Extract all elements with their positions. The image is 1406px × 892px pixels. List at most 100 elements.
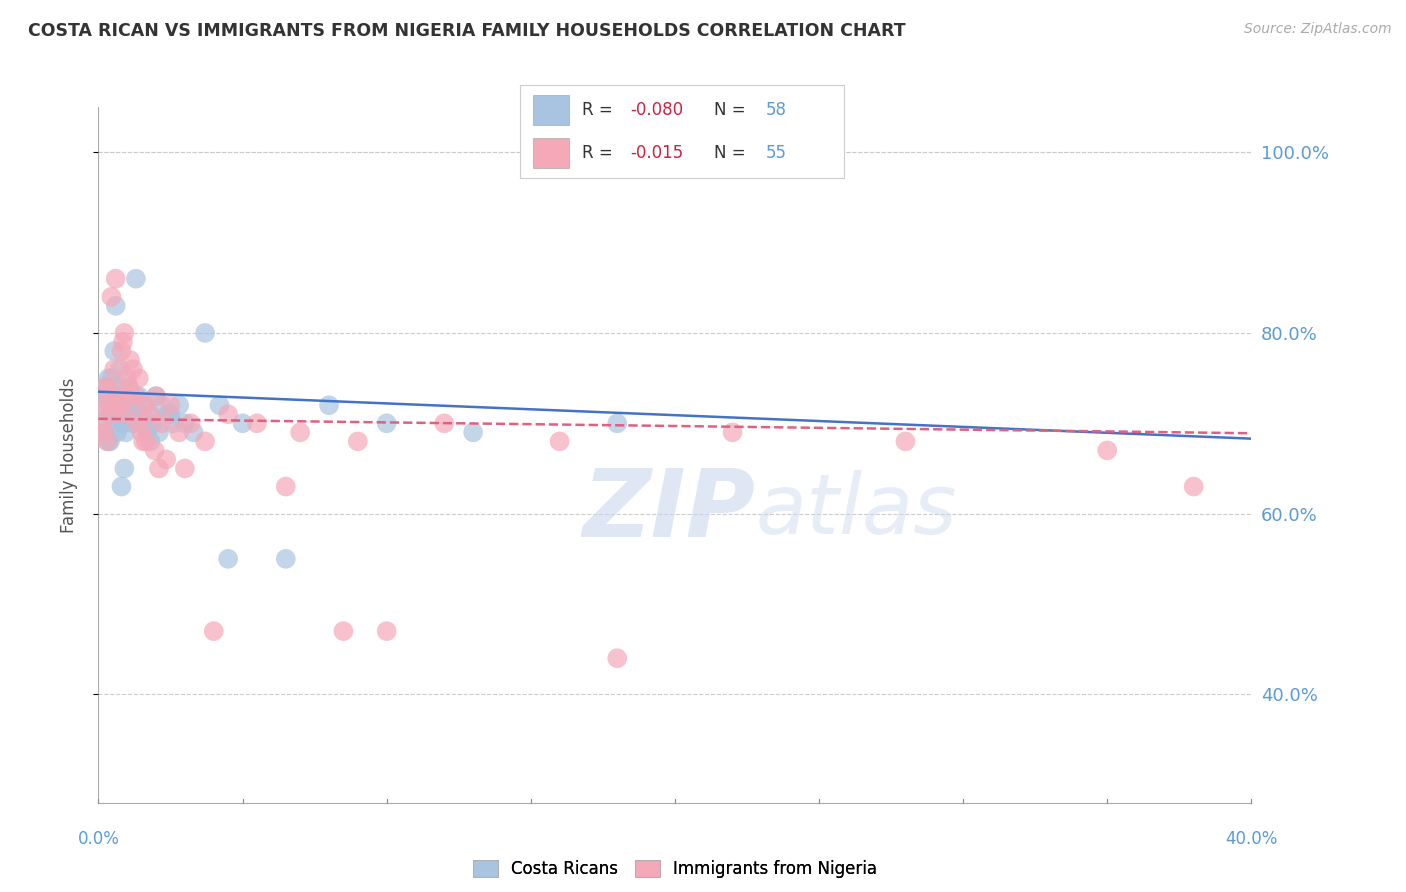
Text: -0.080: -0.080 bbox=[630, 101, 683, 119]
Point bbox=[107, 398, 129, 412]
Point bbox=[110, 479, 132, 493]
Point bbox=[167, 425, 190, 440]
Point bbox=[112, 389, 135, 403]
Point bbox=[148, 425, 170, 440]
Point bbox=[122, 417, 145, 431]
Point bbox=[246, 417, 269, 431]
Point bbox=[118, 380, 141, 394]
Point bbox=[94, 380, 117, 394]
Point bbox=[156, 407, 179, 421]
Point bbox=[150, 417, 173, 431]
Point bbox=[124, 398, 146, 412]
Y-axis label: Family Households: Family Households bbox=[59, 377, 77, 533]
Text: N =: N = bbox=[714, 101, 751, 119]
Point bbox=[231, 417, 254, 431]
Text: 55: 55 bbox=[766, 145, 787, 162]
Point bbox=[139, 407, 162, 421]
Point bbox=[94, 380, 117, 394]
Point bbox=[128, 371, 150, 385]
Point bbox=[1182, 479, 1205, 493]
Point bbox=[159, 398, 181, 412]
Point bbox=[121, 389, 143, 403]
Point bbox=[101, 407, 124, 421]
Point bbox=[290, 425, 312, 440]
Point bbox=[125, 407, 148, 421]
Point bbox=[433, 417, 456, 431]
Point bbox=[1097, 443, 1119, 458]
Point bbox=[183, 425, 205, 440]
Point bbox=[122, 362, 145, 376]
Point bbox=[162, 417, 184, 431]
Point bbox=[101, 398, 124, 412]
Point bbox=[132, 434, 155, 449]
Point bbox=[346, 434, 368, 449]
Point bbox=[145, 389, 167, 403]
Point bbox=[108, 362, 131, 376]
Point bbox=[142, 417, 165, 431]
Point bbox=[332, 624, 354, 639]
Text: 58: 58 bbox=[766, 101, 787, 119]
Point bbox=[174, 417, 197, 431]
Text: atlas: atlas bbox=[755, 470, 957, 551]
Point bbox=[110, 380, 132, 394]
Point bbox=[217, 407, 239, 421]
Point bbox=[118, 380, 141, 394]
Point bbox=[97, 434, 120, 449]
Point bbox=[108, 398, 131, 412]
Text: Source: ZipAtlas.com: Source: ZipAtlas.com bbox=[1244, 22, 1392, 37]
Text: -0.015: -0.015 bbox=[630, 145, 683, 162]
Point bbox=[107, 389, 129, 403]
Point bbox=[721, 425, 744, 440]
Point bbox=[98, 434, 121, 449]
Point bbox=[274, 551, 297, 566]
Point bbox=[167, 398, 190, 412]
Text: 0.0%: 0.0% bbox=[77, 830, 120, 848]
Text: N =: N = bbox=[714, 145, 751, 162]
Point bbox=[91, 398, 114, 412]
Point bbox=[155, 452, 177, 467]
Point bbox=[97, 380, 120, 394]
Point bbox=[548, 434, 571, 449]
Point bbox=[125, 389, 148, 403]
Point bbox=[461, 425, 484, 440]
Point bbox=[91, 417, 114, 431]
Text: R =: R = bbox=[582, 145, 617, 162]
Point bbox=[112, 461, 135, 475]
Point bbox=[125, 271, 148, 285]
Point bbox=[90, 398, 112, 412]
Point bbox=[136, 425, 159, 440]
Bar bbox=[533, 138, 569, 168]
Point bbox=[108, 407, 131, 421]
Point bbox=[127, 417, 149, 431]
Point bbox=[100, 371, 122, 385]
Point bbox=[98, 398, 121, 412]
Point bbox=[120, 353, 142, 368]
Point bbox=[103, 417, 125, 431]
Point bbox=[139, 407, 162, 421]
Point bbox=[159, 407, 181, 421]
Point bbox=[104, 389, 127, 403]
Text: R =: R = bbox=[582, 101, 617, 119]
Point bbox=[93, 425, 115, 440]
Point bbox=[105, 425, 128, 440]
Point bbox=[174, 461, 197, 475]
Point bbox=[180, 417, 202, 431]
Point bbox=[100, 290, 122, 304]
Point bbox=[194, 326, 217, 340]
Point bbox=[148, 461, 170, 475]
Point bbox=[375, 417, 398, 431]
Point bbox=[135, 434, 157, 449]
Point bbox=[90, 417, 112, 431]
Point bbox=[104, 299, 127, 313]
Point bbox=[194, 434, 217, 449]
Point bbox=[375, 624, 398, 639]
Text: 40.0%: 40.0% bbox=[1225, 830, 1278, 848]
Point bbox=[111, 334, 134, 349]
Point bbox=[606, 417, 628, 431]
Point bbox=[145, 389, 167, 403]
Point bbox=[134, 398, 156, 412]
Point bbox=[121, 389, 143, 403]
Point bbox=[318, 398, 340, 412]
Point bbox=[117, 398, 139, 412]
Text: ZIP: ZIP bbox=[582, 465, 755, 557]
